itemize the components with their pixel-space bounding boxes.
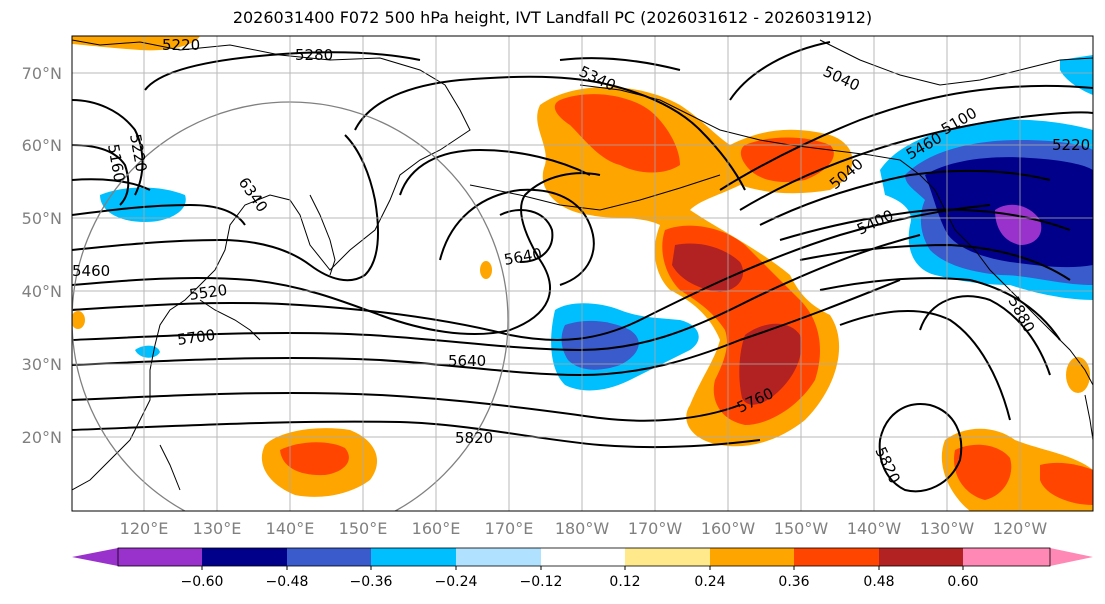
- lon-label: 150°W: [774, 519, 829, 538]
- lat-label: 70°N: [22, 64, 62, 83]
- lon-label: 130°W: [920, 519, 975, 538]
- colorbar-segment: [625, 548, 710, 566]
- lon-label: 160°E: [412, 519, 461, 538]
- latitude-labels: 70°N 60°N 50°N 40°N 30°N 20°N: [22, 64, 62, 447]
- figure-title: 2026031400 F072 500 hPa height, IVT Land…: [232, 8, 873, 27]
- lon-label: 120°E: [120, 519, 169, 538]
- lat-label: 30°N: [22, 355, 62, 374]
- lon-label: 150°E: [339, 519, 388, 538]
- contour-label: 5820: [455, 429, 493, 447]
- contour-label: 5220: [1052, 136, 1090, 154]
- lat-label: 20°N: [22, 428, 62, 447]
- colorbar-segment: [202, 548, 287, 566]
- lat-label: 40°N: [22, 282, 62, 301]
- gridlines: [72, 36, 1093, 511]
- colorbar-tick-label: 0.60: [947, 574, 978, 590]
- lon-label: 140°W: [847, 519, 902, 538]
- colorbar-tick-label: −0.36: [350, 574, 393, 590]
- colorbar-segment: [118, 548, 202, 566]
- contour-label: 5220: [162, 36, 200, 54]
- lon-label: 160°W: [701, 519, 756, 538]
- colorbar-segment: [879, 548, 963, 566]
- ivt-shading: [72, 36, 1093, 511]
- colorbar-segment: [541, 548, 625, 566]
- contour-label: 5700: [176, 326, 216, 349]
- lon-label: 130°E: [193, 519, 242, 538]
- colorbar: −0.60 −0.48 −0.36 −0.24 −0.12 0.12 0.24 0.36 0.4…: [72, 547, 1093, 590]
- lon-label: 140°E: [266, 519, 315, 538]
- colorbar-segment: [287, 548, 371, 566]
- colorbar-tick-label: 0.36: [778, 574, 809, 590]
- colorbar-segment: [371, 548, 456, 566]
- contour-label: 5280: [295, 46, 333, 64]
- lat-label: 50°N: [22, 209, 62, 228]
- contour-label: 5460: [72, 262, 110, 280]
- lon-label: 180°W: [555, 519, 610, 538]
- colorbar-tick-label: 0.24: [694, 574, 725, 590]
- colorbar-tick-label: −0.24: [435, 574, 478, 590]
- lat-label: 60°N: [22, 136, 62, 155]
- colorbar-tick-label: −0.60: [181, 574, 224, 590]
- contour-label: 5640: [448, 352, 486, 370]
- lon-label: 170°W: [628, 519, 683, 538]
- height-contours: [72, 41, 1093, 493]
- colorbar-extend-min: [72, 548, 118, 566]
- colorbar-segment: [710, 548, 794, 566]
- colorbar-segment: [456, 548, 541, 566]
- colorbar-segment: [963, 548, 1050, 566]
- contour-label: 5520: [188, 281, 228, 304]
- map-frame: [71, 35, 1094, 512]
- colorbar-extend-max: [1050, 548, 1093, 566]
- longitude-labels: 120°E 130°E 140°E 150°E 160°E 170°E 180°…: [120, 519, 1048, 538]
- colorbar-tick-label: 0.12: [609, 574, 640, 590]
- colorbar-segment: [794, 548, 879, 566]
- colorbar-tick-label: −0.48: [266, 574, 309, 590]
- colorbar-tick-label: 0.48: [863, 574, 894, 590]
- colorbar-tick-label: −0.12: [520, 574, 563, 590]
- lon-label: 120°W: [993, 519, 1048, 538]
- lon-label: 170°E: [485, 519, 534, 538]
